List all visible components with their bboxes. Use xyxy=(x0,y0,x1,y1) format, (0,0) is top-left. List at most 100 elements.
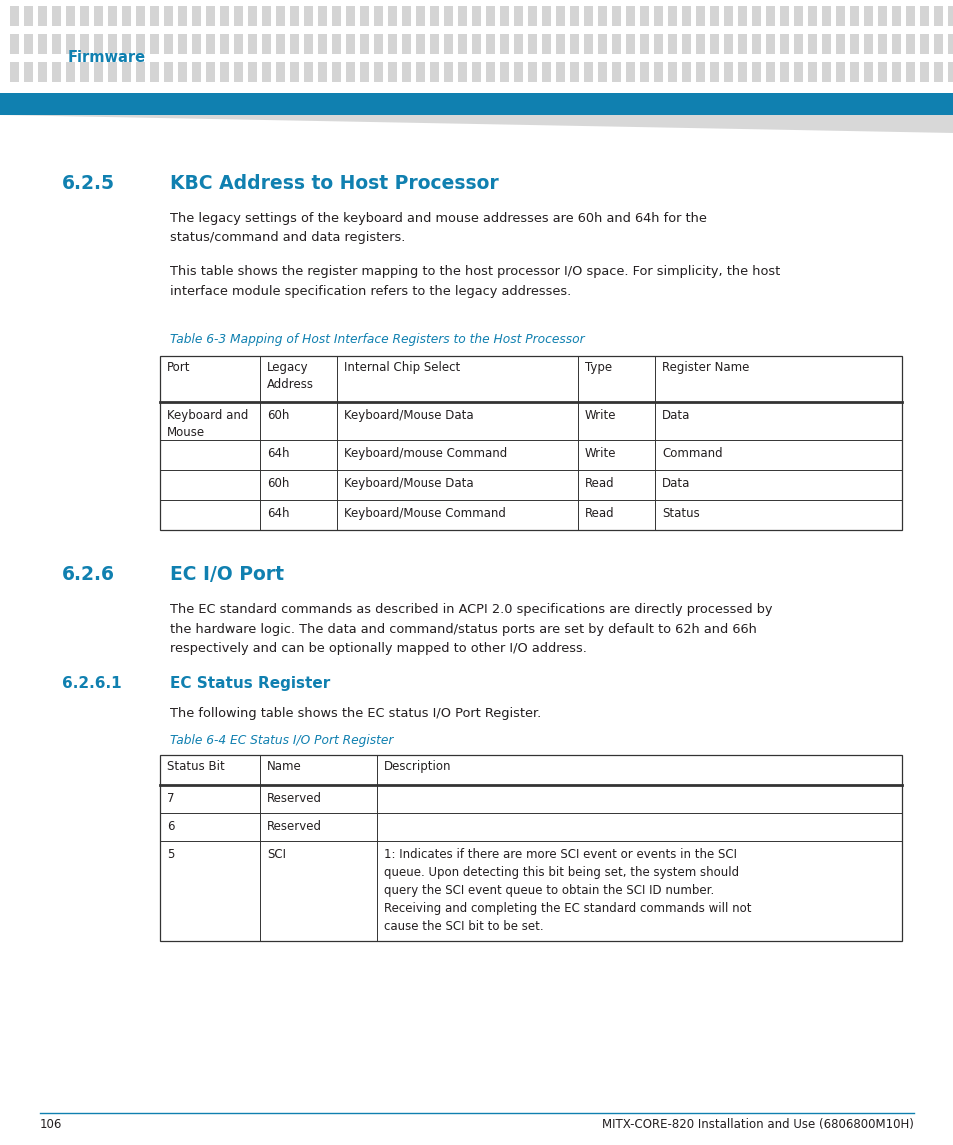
Bar xyxy=(150,6,159,26)
Bar xyxy=(192,34,201,54)
Bar xyxy=(933,62,942,82)
Bar xyxy=(374,34,382,54)
Bar xyxy=(527,62,537,82)
Bar xyxy=(514,6,522,26)
Bar xyxy=(304,62,313,82)
Bar xyxy=(150,62,159,82)
Bar xyxy=(275,62,285,82)
Text: Reserved: Reserved xyxy=(267,820,322,834)
Bar xyxy=(625,62,635,82)
Bar xyxy=(905,34,914,54)
Bar xyxy=(206,6,214,26)
Text: Command: Command xyxy=(661,447,721,460)
Bar xyxy=(472,6,480,26)
Bar xyxy=(248,62,256,82)
Text: SCI: SCI xyxy=(267,848,286,861)
Bar xyxy=(807,34,816,54)
Bar xyxy=(290,6,298,26)
Text: Keyboard/mouse Command: Keyboard/mouse Command xyxy=(344,447,507,460)
Bar xyxy=(304,6,313,26)
Bar xyxy=(304,34,313,54)
Bar xyxy=(738,34,746,54)
Bar xyxy=(275,6,285,26)
Bar xyxy=(667,34,677,54)
Bar xyxy=(108,6,117,26)
Bar xyxy=(220,6,229,26)
Bar xyxy=(947,34,953,54)
Bar xyxy=(122,6,131,26)
Bar xyxy=(80,34,89,54)
Bar xyxy=(681,6,690,26)
Bar xyxy=(919,34,928,54)
Text: Write: Write xyxy=(584,409,616,423)
Bar xyxy=(723,62,732,82)
Bar xyxy=(569,6,578,26)
Bar xyxy=(346,34,355,54)
Bar xyxy=(485,62,495,82)
Bar xyxy=(359,6,369,26)
Bar xyxy=(262,62,271,82)
Bar xyxy=(94,6,103,26)
Bar xyxy=(667,6,677,26)
Bar xyxy=(136,6,145,26)
Text: Description: Description xyxy=(384,760,451,773)
Bar xyxy=(905,6,914,26)
Bar xyxy=(625,6,635,26)
Text: Legacy
Address: Legacy Address xyxy=(267,361,314,390)
Bar xyxy=(780,6,788,26)
Bar xyxy=(164,62,172,82)
Bar xyxy=(52,34,61,54)
Bar xyxy=(248,6,256,26)
Bar xyxy=(583,34,593,54)
Text: 64h: 64h xyxy=(267,447,289,460)
Bar xyxy=(52,62,61,82)
Bar xyxy=(317,34,327,54)
Bar xyxy=(374,62,382,82)
Bar xyxy=(807,62,816,82)
Bar xyxy=(780,62,788,82)
Text: Type: Type xyxy=(584,361,612,374)
Bar xyxy=(933,6,942,26)
Text: Port: Port xyxy=(167,361,191,374)
Bar xyxy=(38,34,47,54)
Bar xyxy=(290,34,298,54)
Bar xyxy=(401,34,411,54)
Bar xyxy=(332,34,340,54)
Bar xyxy=(374,6,382,26)
Bar xyxy=(220,34,229,54)
Bar xyxy=(556,6,564,26)
Bar xyxy=(192,6,201,26)
Bar xyxy=(863,62,872,82)
Bar xyxy=(94,62,103,82)
Bar xyxy=(654,62,662,82)
Bar xyxy=(178,62,187,82)
Bar xyxy=(751,6,760,26)
Bar xyxy=(612,6,620,26)
Bar xyxy=(583,62,593,82)
Bar xyxy=(527,34,537,54)
Bar xyxy=(598,6,606,26)
Bar xyxy=(108,34,117,54)
Text: Table 6-3 Mapping of Host Interface Registers to the Host Processor: Table 6-3 Mapping of Host Interface Regi… xyxy=(170,333,584,346)
Bar xyxy=(569,62,578,82)
Text: Write: Write xyxy=(584,447,616,460)
Bar xyxy=(416,62,424,82)
Bar xyxy=(696,34,704,54)
Bar xyxy=(416,34,424,54)
Bar xyxy=(290,62,298,82)
Bar xyxy=(206,34,214,54)
Bar xyxy=(639,6,648,26)
Bar xyxy=(541,34,551,54)
Bar xyxy=(598,34,606,54)
Text: 1: Indicates if there are more SCI event or events in the SCI
queue. Upon detect: 1: Indicates if there are more SCI event… xyxy=(384,848,751,933)
Bar xyxy=(654,34,662,54)
Bar xyxy=(821,6,830,26)
Bar xyxy=(262,34,271,54)
Bar xyxy=(625,34,635,54)
Bar xyxy=(346,6,355,26)
Bar xyxy=(738,62,746,82)
Text: 6.2.6.1: 6.2.6.1 xyxy=(62,676,121,690)
Bar xyxy=(499,34,509,54)
Bar xyxy=(863,6,872,26)
Bar xyxy=(388,6,396,26)
